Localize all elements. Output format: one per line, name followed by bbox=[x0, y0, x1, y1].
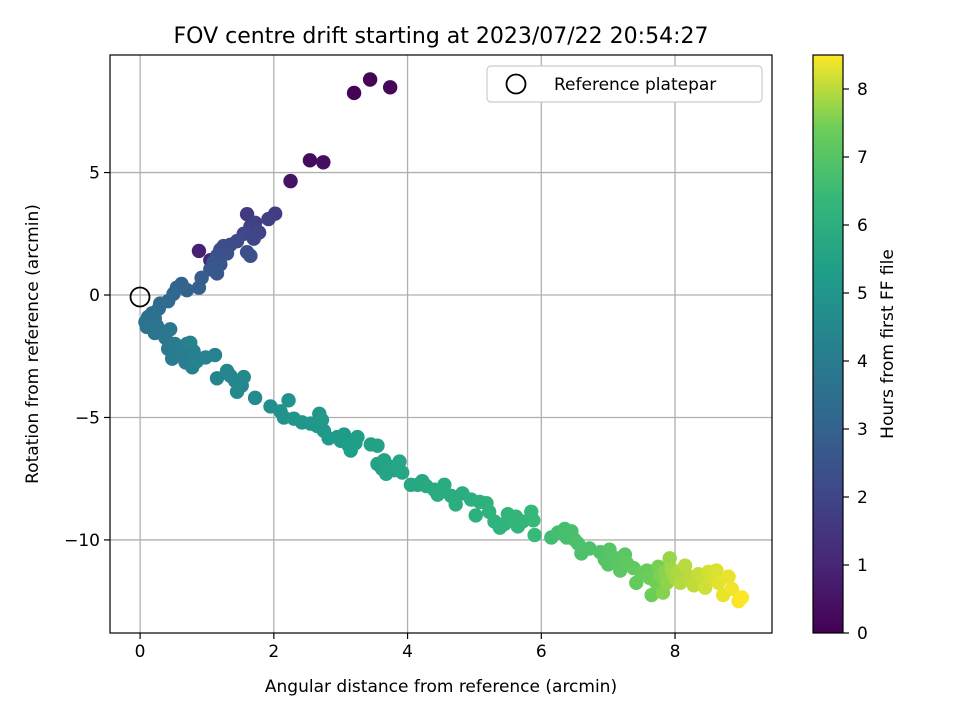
plot-area: 0 2 4 6 8 −10 −5 0 5 bbox=[64, 54, 773, 662]
reference-platepar-marker bbox=[129, 286, 151, 308]
data-point bbox=[677, 558, 693, 573]
data-point bbox=[662, 551, 677, 566]
y-axis-ticks: −10 −5 0 5 bbox=[64, 164, 110, 551]
chart-title: FOV centre drift starting at 2023/07/22 … bbox=[174, 24, 709, 49]
data-point bbox=[302, 153, 318, 168]
plot-background bbox=[110, 55, 772, 633]
data-point bbox=[209, 371, 225, 386]
colorbar-tick-label: 3 bbox=[857, 420, 868, 440]
data-point bbox=[191, 280, 207, 295]
data-point bbox=[207, 347, 223, 363]
colorbar-tick-label: 2 bbox=[857, 488, 868, 508]
data-point bbox=[515, 514, 530, 529]
legend: Reference platepar bbox=[486, 65, 763, 103]
colorbar-ticks: 0 1 2 3 4 5 6 7 8 bbox=[843, 80, 868, 644]
y-tick-label: −10 bbox=[64, 531, 100, 551]
data-point bbox=[162, 322, 178, 337]
data-point bbox=[243, 248, 258, 264]
data-point bbox=[283, 173, 298, 189]
colorbar-tick-label: 5 bbox=[857, 284, 868, 304]
data-point bbox=[721, 569, 736, 584]
y-tick-label: 5 bbox=[89, 164, 100, 184]
y-tick-label: 0 bbox=[89, 286, 100, 306]
colorbar-gradient bbox=[813, 55, 843, 633]
colorbar-tick-label: 7 bbox=[857, 148, 868, 168]
data-point bbox=[644, 587, 659, 603]
data-point bbox=[448, 497, 463, 512]
data-point bbox=[350, 429, 365, 445]
data-point bbox=[734, 590, 750, 605]
data-point bbox=[261, 211, 276, 227]
data-point bbox=[392, 454, 407, 469]
y-tick-label: −5 bbox=[75, 408, 100, 428]
x-axis-ticks: 0 2 4 6 8 bbox=[135, 633, 681, 662]
data-point bbox=[724, 581, 740, 597]
data-point bbox=[527, 527, 542, 543]
colorbar-tick-label: 8 bbox=[857, 80, 868, 100]
data-point bbox=[229, 384, 245, 399]
data-point bbox=[164, 351, 180, 366]
data-points bbox=[138, 72, 750, 609]
data-point bbox=[314, 412, 330, 428]
data-point bbox=[247, 390, 263, 406]
x-tick-label: 6 bbox=[536, 642, 547, 662]
data-point bbox=[395, 465, 410, 480]
data-point bbox=[526, 513, 541, 528]
data-point bbox=[346, 85, 362, 101]
x-tick-label: 4 bbox=[402, 642, 413, 662]
y-axis-label: Rotation from reference (arcmin) bbox=[23, 204, 43, 484]
data-point bbox=[316, 155, 331, 170]
colorbar-frame bbox=[812, 54, 844, 634]
grid-lines bbox=[110, 55, 772, 633]
colorbar-label: Hours from first FF file bbox=[878, 249, 898, 439]
colorbar-tick-label: 6 bbox=[857, 216, 868, 236]
data-point bbox=[281, 393, 296, 408]
colorbar-tick-label: 0 bbox=[857, 624, 868, 644]
data-point bbox=[709, 563, 724, 578]
x-tick-label: 8 bbox=[670, 642, 681, 662]
x-tick-label: 0 bbox=[135, 642, 146, 662]
data-point bbox=[370, 438, 385, 453]
data-point bbox=[362, 72, 378, 87]
data-point bbox=[191, 243, 207, 259]
data-point bbox=[336, 427, 352, 442]
data-point bbox=[209, 266, 225, 281]
colorbar-tick-label: 1 bbox=[857, 556, 868, 576]
legend-label: Reference platepar bbox=[554, 75, 716, 95]
legend-marker-icon bbox=[505, 73, 527, 95]
plot-frame bbox=[109, 54, 773, 634]
data-point bbox=[437, 477, 452, 493]
colorbar-tick-label: 4 bbox=[857, 352, 868, 372]
data-point bbox=[236, 369, 251, 385]
x-tick-label: 2 bbox=[268, 642, 279, 662]
colorbar: 0 1 2 3 4 5 6 7 8 Hours from first FF file bbox=[812, 54, 898, 644]
legend-box bbox=[486, 65, 763, 103]
data-point bbox=[183, 335, 198, 350]
data-point bbox=[382, 80, 398, 95]
x-axis-label: Angular distance from reference (arcmin) bbox=[265, 677, 617, 697]
data-point bbox=[468, 508, 483, 523]
